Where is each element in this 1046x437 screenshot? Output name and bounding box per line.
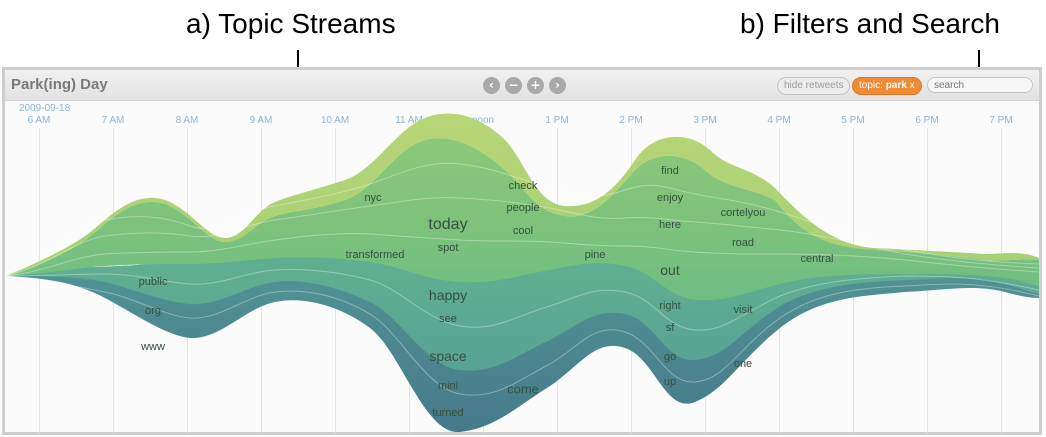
topic-word-nyc[interactable]: nyc — [364, 192, 382, 204]
topic-filter-chip[interactable]: topic: park x — [852, 77, 922, 95]
topic-word-out[interactable]: out — [660, 262, 680, 278]
topic-word-today[interactable]: today — [428, 216, 468, 233]
topic-word-go[interactable]: go — [663, 351, 677, 363]
timeline-tick-label: 7 PM — [989, 115, 1013, 126]
timeline-tick-label: 4 PM — [767, 115, 791, 126]
topic-filter-value: park — [885, 80, 907, 91]
plus-icon[interactable]: + — [527, 77, 544, 94]
topic-word-find[interactable]: find — [661, 165, 679, 177]
timeline-tick-label: 1 PM — [545, 115, 569, 126]
chevron-left-icon[interactable]: ‹ — [483, 77, 500, 94]
hide-retweets-button[interactable]: hide retweets — [777, 77, 851, 95]
timeline-tick-label: 6 AM — [27, 115, 51, 126]
chevron-right-icon[interactable]: › — [549, 77, 566, 94]
timeline-tick-label: 10 AM — [320, 115, 350, 126]
topic-word-www[interactable]: www — [141, 341, 165, 353]
topic-word-one[interactable]: one — [733, 358, 753, 370]
timeline-tick-label: 3 PM — [693, 115, 717, 126]
annotation-topic-streams: a) Topic Streams — [186, 8, 396, 39]
timeline-tick-label: 7 AM — [101, 115, 125, 126]
topic-word-up[interactable]: up — [663, 376, 677, 388]
topic-word-sf[interactable]: sf — [665, 322, 675, 334]
topic-word-enjoy[interactable]: enjoy — [656, 192, 684, 204]
topic-word-spot[interactable]: spot — [437, 242, 459, 254]
annotation-pointer-line-b — [978, 50, 980, 83]
topic-word-right[interactable]: right — [659, 300, 681, 312]
timeline-tick-label: 9 AM — [249, 115, 273, 126]
topic-word-visit[interactable]: visit — [733, 304, 753, 316]
timeline-date: 2009-09-18 — [19, 103, 71, 114]
timeline-gridline — [39, 128, 40, 433]
close-icon[interactable]: x — [909, 80, 915, 91]
topic-word-space[interactable]: space — [429, 348, 467, 364]
timeline-tick-label: 5 PM — [841, 115, 865, 126]
topic-word-people[interactable]: people — [506, 202, 540, 214]
topic-word-here[interactable]: here — [658, 219, 682, 231]
topic-word-central[interactable]: central — [800, 253, 834, 265]
search-input[interactable] — [927, 77, 1033, 93]
topic-word-transformed[interactable]: transformed — [345, 249, 405, 261]
topic-streamgraph[interactable] — [5, 70, 1039, 432]
topic-word-cool[interactable]: cool — [512, 225, 534, 237]
topic-word-turned[interactable]: turned — [432, 407, 464, 419]
stream-layer-mid — [5, 138, 1039, 301]
timeline-tick-label: 6 PM — [915, 115, 939, 126]
topic-word-public[interactable]: public — [138, 276, 168, 288]
topic-word-org[interactable]: org — [145, 305, 161, 317]
timeline-tick-label: noon — [471, 115, 495, 126]
annotation-filters-search: b) Filters and Search — [740, 8, 1000, 39]
app-title: Park(ing) Day — [11, 76, 108, 93]
topic-word-cortelyou[interactable]: cortelyou — [720, 207, 766, 219]
topic-word-check[interactable]: check — [508, 180, 538, 192]
timeline-tick-label: 2 PM — [619, 115, 643, 126]
minus-icon[interactable]: − — [505, 77, 522, 94]
timeline-tick-label: 8 AM — [175, 115, 199, 126]
topic-word-come[interactable]: come — [507, 381, 539, 397]
timeline-tick-label: 11 AM — [395, 115, 423, 126]
topic-word-road[interactable]: road — [731, 237, 755, 249]
topic-filter-prefix: topic: — [859, 80, 886, 91]
topic-word-pine[interactable]: pine — [584, 249, 606, 261]
timeline-nav: ‹ − + › — [483, 77, 566, 94]
toolbar: Park(ing) Day ‹ − + › hide retweets topi… — [5, 70, 1039, 101]
topic-word-see[interactable]: see — [439, 313, 457, 325]
topic-stream-app: Park(ing) Day ‹ − + › hide retweets topi… — [2, 67, 1042, 435]
topic-word-happy[interactable]: happy — [428, 287, 468, 303]
topic-word-mini[interactable]: mini — [437, 380, 459, 392]
